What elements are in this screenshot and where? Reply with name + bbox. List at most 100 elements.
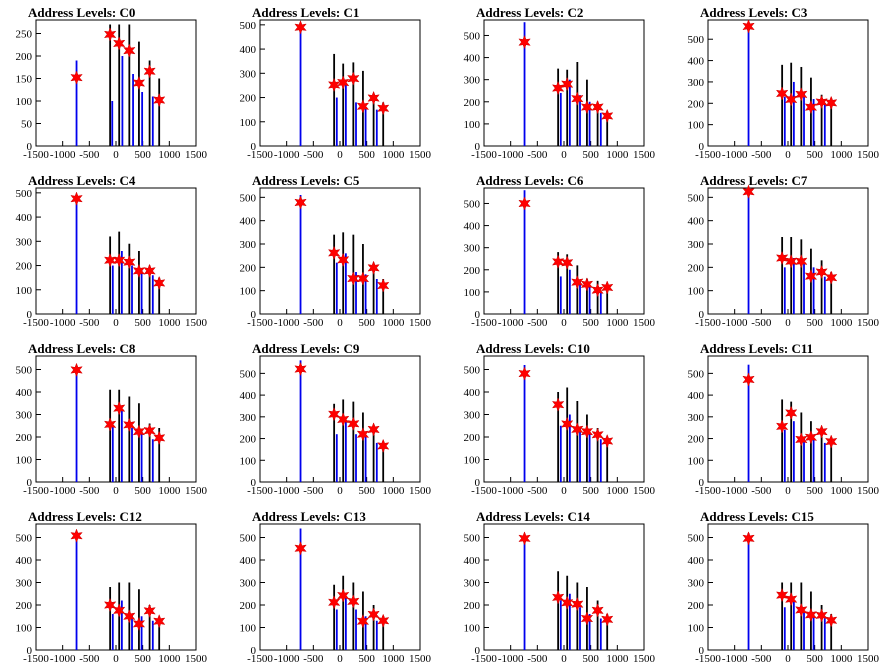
histogram-bar bbox=[599, 291, 602, 314]
y-tick-label: 0 bbox=[27, 477, 33, 489]
histogram-bar bbox=[566, 69, 569, 146]
histogram-bar bbox=[355, 609, 357, 650]
y-tick-label: 200 bbox=[688, 600, 705, 612]
level-marker bbox=[785, 92, 798, 107]
histogram-bar bbox=[588, 432, 591, 482]
histogram-bar bbox=[579, 607, 581, 650]
y-tick-label: 0 bbox=[475, 309, 481, 321]
y-tick-label: 250 bbox=[16, 29, 33, 41]
y-tick-label: 400 bbox=[464, 221, 481, 233]
level-marker bbox=[804, 99, 818, 115]
histogram-bar bbox=[523, 22, 526, 146]
histogram-bar bbox=[131, 428, 133, 482]
level-marker bbox=[132, 263, 146, 279]
y-tick-label: 200 bbox=[16, 432, 33, 444]
level-marker bbox=[103, 27, 117, 42]
level-marker bbox=[376, 613, 390, 629]
level-marker bbox=[551, 80, 565, 96]
y-tick-label: 300 bbox=[16, 410, 33, 422]
histogram-bar bbox=[800, 66, 803, 146]
chart-panel: Address Levels: C20100200300400500-1500-… bbox=[464, 5, 656, 161]
level-marker bbox=[70, 528, 83, 543]
histogram-bar bbox=[75, 60, 78, 146]
x-tick-label: 500 bbox=[582, 485, 599, 497]
level-marker bbox=[367, 260, 380, 275]
level-marker bbox=[518, 196, 531, 211]
y-tick-label: 300 bbox=[240, 239, 257, 251]
level-marker bbox=[775, 419, 789, 434]
plot-frame bbox=[707, 19, 869, 147]
y-tick-label: 0 bbox=[27, 141, 33, 153]
histogram-bar bbox=[792, 600, 795, 650]
y-tick-label: 400 bbox=[688, 56, 705, 68]
x-tick-label: 1500 bbox=[185, 485, 208, 497]
histogram-bar bbox=[812, 438, 815, 482]
histogram-bar bbox=[335, 609, 338, 650]
plot-frame bbox=[35, 19, 197, 147]
level-marker bbox=[356, 99, 370, 114]
histogram-bar bbox=[810, 421, 812, 482]
x-tick-label: 1500 bbox=[409, 317, 432, 329]
histogram-bar bbox=[568, 593, 571, 650]
y-tick-label: 100 bbox=[240, 455, 257, 467]
x-tick-label: -500 bbox=[79, 317, 100, 329]
x-tick-label: -1000 bbox=[274, 317, 300, 329]
level-marker bbox=[571, 422, 584, 437]
y-tick-label: 500 bbox=[464, 198, 481, 210]
y-tick-label: 400 bbox=[688, 390, 705, 402]
x-tick-label: 1000 bbox=[158, 485, 181, 497]
level-marker bbox=[518, 34, 531, 50]
y-tick-label: 300 bbox=[240, 578, 257, 590]
histogram-bar bbox=[151, 439, 154, 482]
y-tick-label: 0 bbox=[699, 141, 705, 153]
histogram-bar bbox=[823, 103, 826, 146]
histogram-bar bbox=[820, 605, 823, 650]
histogram-bar bbox=[606, 614, 609, 650]
level-marker bbox=[600, 433, 614, 449]
y-tick-label: 100 bbox=[464, 287, 481, 299]
histogram-bar bbox=[364, 274, 367, 314]
level-marker bbox=[327, 245, 341, 261]
histogram-bar bbox=[823, 618, 826, 650]
y-tick-label: 300 bbox=[688, 77, 705, 89]
y-tick-label: 100 bbox=[16, 455, 33, 467]
x-tick-label: 1500 bbox=[633, 653, 656, 665]
histogram-bar bbox=[599, 439, 602, 482]
plot-frame bbox=[259, 523, 421, 651]
y-tick-label: 0 bbox=[699, 645, 705, 657]
level-marker bbox=[591, 99, 604, 115]
chart-title: Address Levels: C8 bbox=[28, 341, 136, 356]
histogram-bar bbox=[335, 97, 338, 146]
x-tick-label: 1000 bbox=[382, 149, 405, 161]
histogram-bar bbox=[606, 437, 609, 482]
histogram-bar bbox=[344, 596, 347, 650]
x-tick-label: -1000 bbox=[274, 653, 300, 665]
level-marker bbox=[337, 252, 350, 268]
chart-panel: Address Levels: C11 0 100 200 300 400 500 -1500… bbox=[688, 341, 880, 497]
histogram-bar bbox=[792, 421, 795, 482]
x-tick-label: -500 bbox=[303, 485, 324, 497]
histogram-bar bbox=[364, 107, 367, 146]
x-tick-label: -1500 bbox=[23, 485, 49, 497]
level-marker bbox=[377, 278, 390, 293]
level-marker bbox=[560, 416, 574, 432]
chart-title: Address Levels: C9 bbox=[252, 341, 360, 356]
x-tick-label: 1500 bbox=[857, 485, 880, 497]
histogram-bar bbox=[747, 533, 750, 650]
y-tick-label: 200 bbox=[16, 51, 33, 63]
histogram-bar bbox=[299, 528, 302, 650]
y-tick-label: 0 bbox=[475, 477, 481, 489]
histogram-bar bbox=[140, 616, 143, 650]
histogram-bar bbox=[131, 265, 133, 314]
y-tick-label: 200 bbox=[240, 262, 257, 274]
histogram-bar bbox=[151, 96, 154, 146]
level-marker bbox=[551, 397, 565, 412]
y-tick-label: 100 bbox=[688, 120, 705, 132]
y-tick-label: 200 bbox=[688, 262, 705, 274]
y-tick-label: 400 bbox=[240, 390, 257, 402]
level-marker bbox=[113, 36, 126, 51]
y-tick-label: 100 bbox=[688, 623, 705, 635]
x-tick-label: -1000 bbox=[498, 317, 524, 329]
level-marker bbox=[815, 608, 828, 623]
level-marker bbox=[551, 590, 565, 605]
